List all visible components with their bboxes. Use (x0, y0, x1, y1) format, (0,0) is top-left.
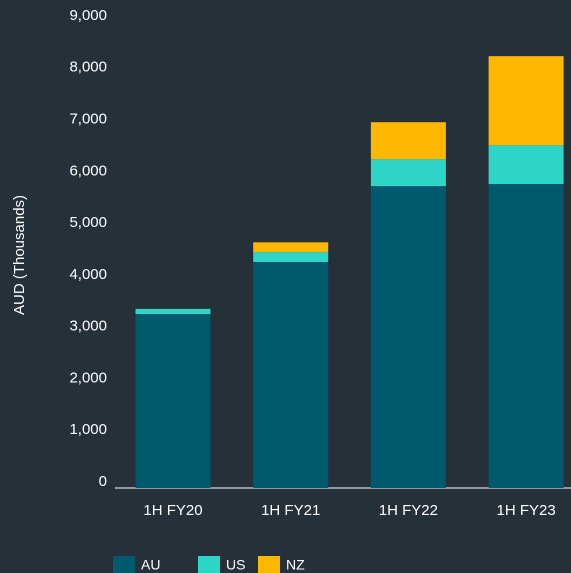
bar-segment (488, 184, 564, 488)
legend-swatch (113, 556, 135, 573)
y-axis-label: AUD (Thousands) (11, 195, 28, 315)
bar-segment (370, 186, 446, 488)
x-tick-label: 1H FY21 (261, 502, 320, 519)
legend-swatch (198, 556, 220, 573)
bar-segment (253, 242, 329, 253)
bar-segment (370, 159, 446, 187)
bar-segment (253, 252, 329, 262)
y-tick-label: 8,000 (69, 59, 107, 76)
bar-segment (253, 261, 329, 488)
legend-label: AU (141, 557, 160, 573)
legend-label: US (226, 557, 245, 573)
x-tick-label: 1H FY22 (379, 502, 438, 519)
y-tick-label: 3,000 (69, 318, 107, 335)
y-tick-label: 9,000 (69, 7, 107, 24)
x-tick-label: 1H FY20 (143, 502, 202, 519)
legend-label: NZ (286, 557, 305, 573)
y-tick-label: 5,000 (69, 214, 107, 231)
y-tick-label: 1,000 (69, 421, 107, 438)
y-tick-label: 7,000 (69, 111, 107, 128)
y-tick-label: 4,000 (69, 266, 107, 283)
legend-swatch (258, 556, 280, 573)
bar-segment (135, 314, 211, 488)
y-tick-label: 6,000 (69, 162, 107, 179)
bar-segment (488, 56, 564, 146)
y-tick-label: 0 (99, 473, 107, 490)
y-tick-label: 2,000 (69, 369, 107, 386)
bar-segment (370, 122, 446, 160)
bar-segment (135, 308, 211, 315)
x-tick-label: 1H FY23 (496, 502, 555, 519)
bar-segment (488, 145, 564, 185)
